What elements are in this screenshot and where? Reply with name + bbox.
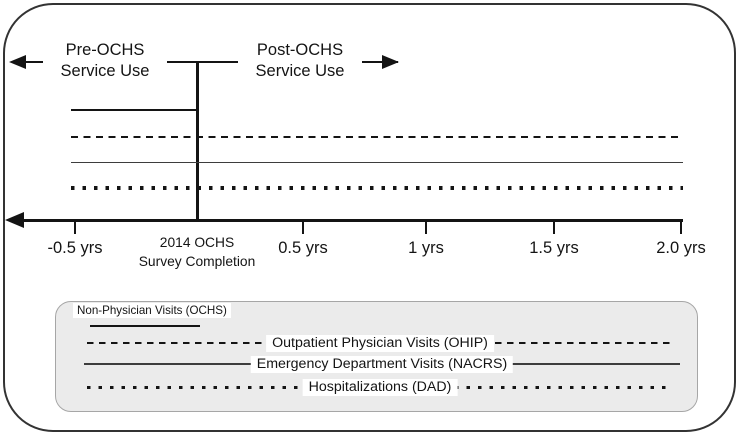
axis-tick xyxy=(679,221,682,234)
legend-label-ochs: Non-Physician Visits (OCHS) xyxy=(73,303,231,318)
survey-completion-line xyxy=(195,60,200,222)
legend-line-ochs xyxy=(90,325,200,328)
legend-row-nacrs: Emergency Department Visits (NACRS) xyxy=(84,355,680,373)
legend-label-ohip: Outpatient Physician Visits (OHIP) xyxy=(266,335,494,352)
pre-ochs-label: Pre-OCHS Service Use xyxy=(43,40,167,81)
axis-tick-label: 1.5 yrs xyxy=(529,238,579,257)
axis-tick-label: 0.5 yrs xyxy=(278,238,328,257)
legend-row-dad: Hospitalizations (DAD) xyxy=(87,379,673,396)
series-line-ohip xyxy=(71,136,683,139)
series-line-dad xyxy=(71,186,683,190)
legend-row-ohip: Outpatient Physician Visits (OHIP) xyxy=(87,335,673,352)
series-line-ochs xyxy=(71,108,196,111)
legend-label-nacrs: Emergency Department Visits (NACRS) xyxy=(250,355,514,373)
period-arrow-line xyxy=(14,60,398,63)
axis-tick xyxy=(553,221,556,234)
axis-left-arrowhead-icon xyxy=(5,212,24,229)
axis-tick xyxy=(302,221,305,234)
axis-tick xyxy=(74,221,77,234)
series-line-nacrs xyxy=(71,161,683,164)
legend-label-dad: Hospitalizations (DAD) xyxy=(302,379,458,396)
right-arrowhead-icon xyxy=(382,54,399,69)
axis-tick xyxy=(425,221,428,234)
timeline-axis xyxy=(15,218,683,222)
axis-tick-label: 1 yrs xyxy=(408,238,444,257)
left-arrowhead-icon xyxy=(9,54,26,69)
post-ochs-label: Post-OCHS Service Use xyxy=(238,40,362,81)
survey-completion-label: 2014 OCHS Survey Completion xyxy=(138,234,256,270)
axis-tick-label: 2.0 yrs xyxy=(656,238,706,257)
axis-tick-label: -0.5 yrs xyxy=(47,238,103,257)
